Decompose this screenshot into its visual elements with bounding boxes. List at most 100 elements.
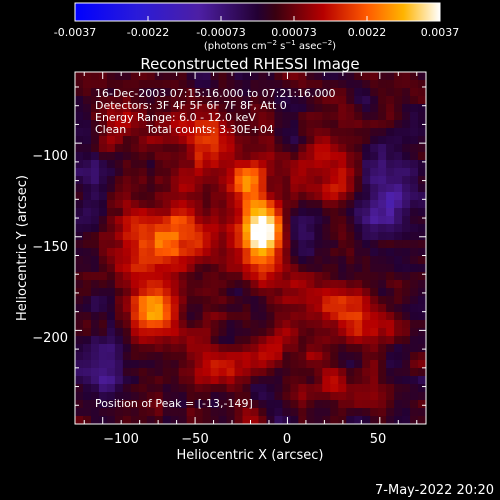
heatmap-cell bbox=[130, 288, 140, 297]
heatmap-cell bbox=[194, 216, 204, 225]
heatmap-cell bbox=[322, 200, 331, 209]
heatmap-cell bbox=[306, 416, 315, 424]
heatmap-cell bbox=[330, 152, 339, 161]
heatmap-cell bbox=[122, 264, 132, 273]
heatmap-cell bbox=[362, 400, 371, 409]
heatmap-cell bbox=[418, 128, 426, 137]
heatmap-cell bbox=[226, 336, 236, 345]
heatmap-cell bbox=[186, 256, 196, 265]
heatmap-cell bbox=[330, 88, 339, 97]
x-tick-label: −50 bbox=[181, 432, 208, 447]
heatmap-cell bbox=[122, 368, 132, 377]
heatmap-cell bbox=[178, 256, 188, 265]
heatmap-cell bbox=[130, 352, 140, 361]
heatmap-cell bbox=[394, 376, 403, 385]
heatmap-cell bbox=[170, 376, 180, 385]
heatmap-cell bbox=[146, 400, 156, 409]
heatmap-cell bbox=[290, 416, 299, 424]
heatmap-cell bbox=[114, 264, 124, 273]
heatmap-cell bbox=[218, 248, 228, 257]
heatmap-cell bbox=[394, 192, 403, 201]
heatmap-cell bbox=[106, 152, 116, 161]
heatmap-cell bbox=[162, 384, 172, 393]
heatmap-cell bbox=[210, 328, 220, 337]
heatmap-cell bbox=[130, 208, 140, 217]
heatmap-cell bbox=[82, 136, 92, 145]
heatmap-cell bbox=[138, 176, 148, 185]
heatmap-cell bbox=[106, 288, 116, 297]
heatmap-cell bbox=[122, 416, 132, 424]
heatmap-cell bbox=[354, 232, 363, 241]
heatmap-cell bbox=[394, 288, 403, 297]
heatmap-cell bbox=[234, 72, 244, 81]
heatmap-cell bbox=[402, 408, 411, 417]
heatmap-cell bbox=[378, 72, 387, 81]
heatmap-cell bbox=[418, 344, 426, 353]
colorbar-tick-label: -0.0022 bbox=[127, 26, 169, 39]
plot-area bbox=[75, 72, 426, 424]
heatmap-cell bbox=[218, 376, 228, 385]
heatmap-cell bbox=[250, 304, 260, 313]
heatmap-cell bbox=[162, 248, 172, 257]
heatmap-cell bbox=[330, 144, 339, 153]
heatmap-cell bbox=[146, 96, 156, 105]
heatmap-cell bbox=[298, 392, 307, 401]
heatmap-cell bbox=[370, 96, 379, 105]
heatmap-cell bbox=[266, 256, 276, 265]
heatmap-cell bbox=[122, 152, 132, 161]
heatmap-cell bbox=[82, 240, 92, 249]
heatmap-cell bbox=[154, 88, 164, 97]
heatmap-cell bbox=[282, 280, 291, 289]
heatmap-cell bbox=[274, 144, 284, 153]
heatmap-cell bbox=[394, 392, 403, 401]
heatmap-cell bbox=[178, 376, 188, 385]
heatmap-cell bbox=[306, 408, 315, 417]
heatmap-cell bbox=[386, 216, 395, 225]
heatmap-cell bbox=[194, 80, 204, 89]
heatmap-cell bbox=[162, 216, 172, 225]
heatmap-cell bbox=[154, 392, 164, 401]
heatmap-cell bbox=[154, 224, 164, 233]
heatmap-cell bbox=[346, 120, 355, 129]
heatmap-cell bbox=[370, 408, 379, 417]
heatmap-cell bbox=[234, 200, 244, 209]
heatmap-cell bbox=[314, 392, 323, 401]
heatmap-cell bbox=[250, 416, 260, 424]
heatmap-cell bbox=[178, 368, 188, 377]
heatmap-cell bbox=[194, 208, 204, 217]
x-tick-labels: −100 −50 0 50 bbox=[103, 432, 386, 447]
heatmap-cell bbox=[234, 280, 244, 289]
heatmap-cell bbox=[402, 192, 411, 201]
heatmap-cell bbox=[282, 96, 291, 105]
heatmap-cell bbox=[330, 192, 339, 201]
heatmap-cell bbox=[418, 88, 426, 97]
heatmap-cell bbox=[122, 160, 132, 169]
heatmap-cell bbox=[306, 272, 315, 281]
heatmap-cell bbox=[234, 104, 244, 113]
heatmap-cell bbox=[106, 344, 116, 353]
heatmap-cell bbox=[362, 168, 371, 177]
heatmap-cell bbox=[90, 224, 100, 233]
heatmap-cell bbox=[354, 392, 363, 401]
heatmap-cell bbox=[170, 288, 180, 297]
heatmap-cell bbox=[338, 88, 347, 97]
heatmap-cell bbox=[274, 248, 284, 257]
heatmap-cell bbox=[90, 136, 100, 145]
heatmap-cell bbox=[218, 120, 228, 129]
heatmap-cell bbox=[122, 200, 132, 209]
heatmap-cell bbox=[242, 264, 252, 273]
heatmap-cell bbox=[202, 144, 212, 153]
units-end: ) bbox=[332, 41, 336, 52]
heatmap-cell bbox=[338, 72, 347, 81]
heatmap-cell bbox=[226, 376, 236, 385]
heatmap-cell bbox=[162, 104, 172, 113]
heatmap-cell bbox=[202, 408, 212, 417]
heatmap-cell bbox=[234, 80, 244, 89]
heatmap-cell bbox=[394, 176, 403, 185]
heatmap-cell bbox=[146, 168, 156, 177]
heatmap-cell bbox=[234, 232, 244, 241]
heatmap-cell bbox=[162, 288, 172, 297]
heatmap-cell bbox=[298, 136, 307, 145]
heatmap-cell bbox=[234, 288, 244, 297]
heatmap-cell bbox=[330, 312, 339, 321]
